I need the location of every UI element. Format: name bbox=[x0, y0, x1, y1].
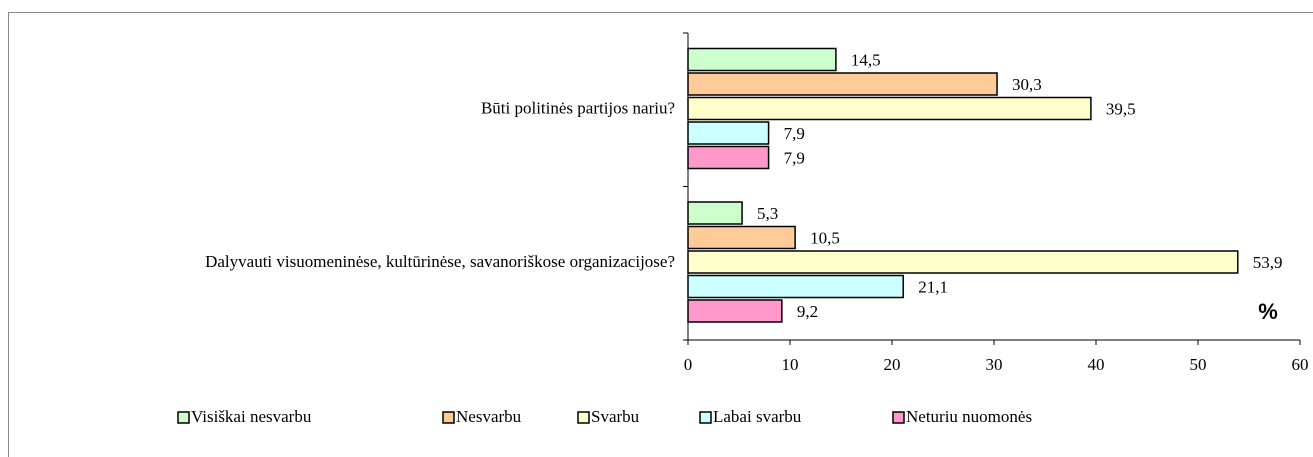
legend-swatch bbox=[699, 411, 712, 424]
value-label: 9,2 bbox=[797, 302, 818, 321]
legend-swatch bbox=[177, 411, 190, 424]
legend-label: Visiškai nesvarbu bbox=[191, 407, 312, 426]
value-label: 10,5 bbox=[810, 228, 840, 247]
legend-swatch bbox=[892, 411, 905, 424]
annotation: % bbox=[1258, 299, 1278, 324]
value-label: 21,1 bbox=[918, 277, 948, 296]
category-label: Dalyvauti visuomeninėse, kultūrinėse, sa… bbox=[205, 252, 675, 271]
x-tick-label: 40 bbox=[1088, 355, 1105, 374]
x-tick-label: 50 bbox=[1190, 355, 1207, 374]
value-label: 53,9 bbox=[1253, 253, 1283, 272]
bar bbox=[687, 225, 796, 250]
value-label: 39,5 bbox=[1106, 99, 1136, 118]
x-tick-label: 60 bbox=[1292, 355, 1309, 374]
x-tick-label: 30 bbox=[986, 355, 1003, 374]
legend-label: Svarbu bbox=[591, 407, 640, 426]
bar bbox=[687, 145, 770, 170]
bar bbox=[687, 96, 1092, 121]
x-tick-label: 0 bbox=[684, 355, 693, 374]
bar bbox=[687, 201, 743, 225]
bar bbox=[687, 274, 904, 299]
x-tick-label: 20 bbox=[884, 355, 901, 374]
value-label: 7,9 bbox=[784, 124, 805, 143]
legend-swatch bbox=[442, 411, 455, 424]
legend-label: Neturiu nuomonės bbox=[906, 407, 1032, 426]
bar bbox=[687, 250, 1239, 274]
x-tick-label: 10 bbox=[782, 355, 799, 374]
bar bbox=[687, 47, 837, 72]
value-label: 30,3 bbox=[1012, 75, 1042, 94]
value-label: 14,5 bbox=[851, 50, 881, 69]
legend-label: Labai svarbu bbox=[713, 407, 802, 426]
bar bbox=[687, 72, 998, 96]
bar bbox=[687, 299, 783, 323]
category-label: Būti politinės partijos nariu? bbox=[481, 99, 675, 118]
legend-label: Nesvarbu bbox=[456, 407, 522, 426]
value-label: 5,3 bbox=[757, 204, 778, 223]
value-label: 7,9 bbox=[784, 148, 805, 167]
bar bbox=[687, 121, 770, 145]
legend-swatch bbox=[577, 411, 590, 424]
